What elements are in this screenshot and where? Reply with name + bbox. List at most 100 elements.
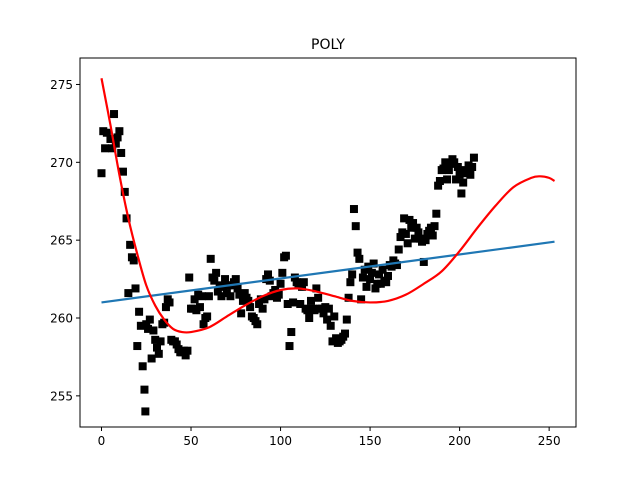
scatter-point <box>310 306 319 315</box>
scatter-point <box>314 293 323 302</box>
y-tick-label: 270 <box>50 156 73 170</box>
scatter-point <box>410 234 419 243</box>
scatter-point <box>439 164 448 173</box>
scatter-point <box>144 324 153 333</box>
scatter-point <box>371 284 380 293</box>
y-tick-label: 265 <box>50 234 73 248</box>
plot-frame <box>79 57 577 428</box>
x-tick-label: 100 <box>269 434 292 448</box>
scatter-point <box>303 306 312 315</box>
scatter-point <box>147 354 156 363</box>
scatter-point <box>281 251 290 260</box>
scatter-point <box>101 144 110 153</box>
scatter-point <box>432 209 441 218</box>
scatter-point <box>430 222 439 231</box>
scatter-point <box>185 273 194 282</box>
scatter-point <box>453 162 462 171</box>
scatter-point <box>375 270 384 279</box>
scatter-point <box>110 110 119 119</box>
scatter-point <box>115 127 124 136</box>
scatter-point <box>434 181 443 190</box>
scatter-point <box>255 300 264 308</box>
scatter-point <box>298 282 307 291</box>
scatter-point <box>367 268 376 277</box>
scatter-point <box>258 304 267 313</box>
scatter-point <box>161 303 170 312</box>
scatter-point <box>233 284 242 293</box>
scatter-point <box>172 340 181 349</box>
scatter-point <box>435 177 444 185</box>
scatter-point <box>122 214 131 223</box>
scatter-point <box>195 303 204 312</box>
fit-lines <box>100 78 556 334</box>
scatter-point <box>213 287 222 296</box>
scatter-point <box>131 284 140 293</box>
scatter-point <box>190 295 199 304</box>
scatter-point <box>231 275 240 284</box>
scatter-point <box>366 275 375 284</box>
scatter-point <box>355 254 364 263</box>
y-tick-label: 275 <box>50 78 73 92</box>
scatter-point <box>378 265 387 274</box>
scatter-point <box>283 300 292 308</box>
scatter-point <box>264 270 273 279</box>
scatter-point <box>319 309 328 318</box>
scatter-point <box>126 240 135 249</box>
scatter-point <box>459 178 468 187</box>
scatter-point <box>183 346 192 355</box>
scatter-point <box>235 290 244 299</box>
scatter-point <box>142 320 151 329</box>
scatter-point <box>369 259 378 268</box>
scatter-point <box>285 342 294 351</box>
scatter-point <box>226 292 235 301</box>
scatter-point <box>206 254 215 263</box>
scatter-point <box>346 278 355 287</box>
scatter-point <box>407 223 416 232</box>
scatter-point <box>278 268 287 277</box>
scatter-point <box>353 248 362 257</box>
scatter-point <box>203 312 212 321</box>
scatter-point <box>271 285 280 294</box>
scatter-point <box>342 315 351 324</box>
scatter-point <box>469 153 478 162</box>
scatter-point <box>237 309 246 318</box>
plot-area: 0 50 100 150 200 250 255 260 265 270 275 <box>50 57 577 448</box>
scatter-point <box>412 223 421 232</box>
scatter-point <box>351 222 360 231</box>
scatter-point <box>409 219 418 228</box>
scatter-point <box>341 329 350 338</box>
scatter-point <box>466 170 475 179</box>
scatter-point <box>441 158 450 167</box>
scatter-point <box>428 231 437 240</box>
linear-fit-line <box>101 240 555 304</box>
scatter-point <box>141 407 150 416</box>
scatter-point <box>113 133 122 142</box>
scatter-point <box>394 245 403 254</box>
scatter-point <box>97 169 106 178</box>
polynomial-fit-line <box>100 78 556 334</box>
scatter-point <box>287 328 296 337</box>
scatter-point <box>274 290 283 299</box>
scatter-point <box>181 351 190 360</box>
scatter-point <box>240 289 249 298</box>
scatter-point <box>362 282 371 291</box>
scatter-point <box>330 312 339 321</box>
scatter-point <box>217 292 226 301</box>
scatter-point <box>153 343 161 352</box>
scatter-point <box>312 284 321 293</box>
scatter-point <box>160 318 169 327</box>
scatter-point <box>276 279 285 288</box>
scatter-point <box>118 167 127 176</box>
scatter-point <box>396 233 405 242</box>
scatter-point <box>117 148 126 157</box>
scatter-point <box>197 292 206 301</box>
scatter-point <box>199 320 208 329</box>
scatter-point <box>344 293 353 302</box>
scatter-point <box>124 289 133 298</box>
x-tick-label: 250 <box>538 434 561 448</box>
scatter-point <box>383 271 392 280</box>
scatter-point <box>246 303 255 312</box>
scatter-point <box>455 170 464 179</box>
scatter-point <box>154 349 163 358</box>
